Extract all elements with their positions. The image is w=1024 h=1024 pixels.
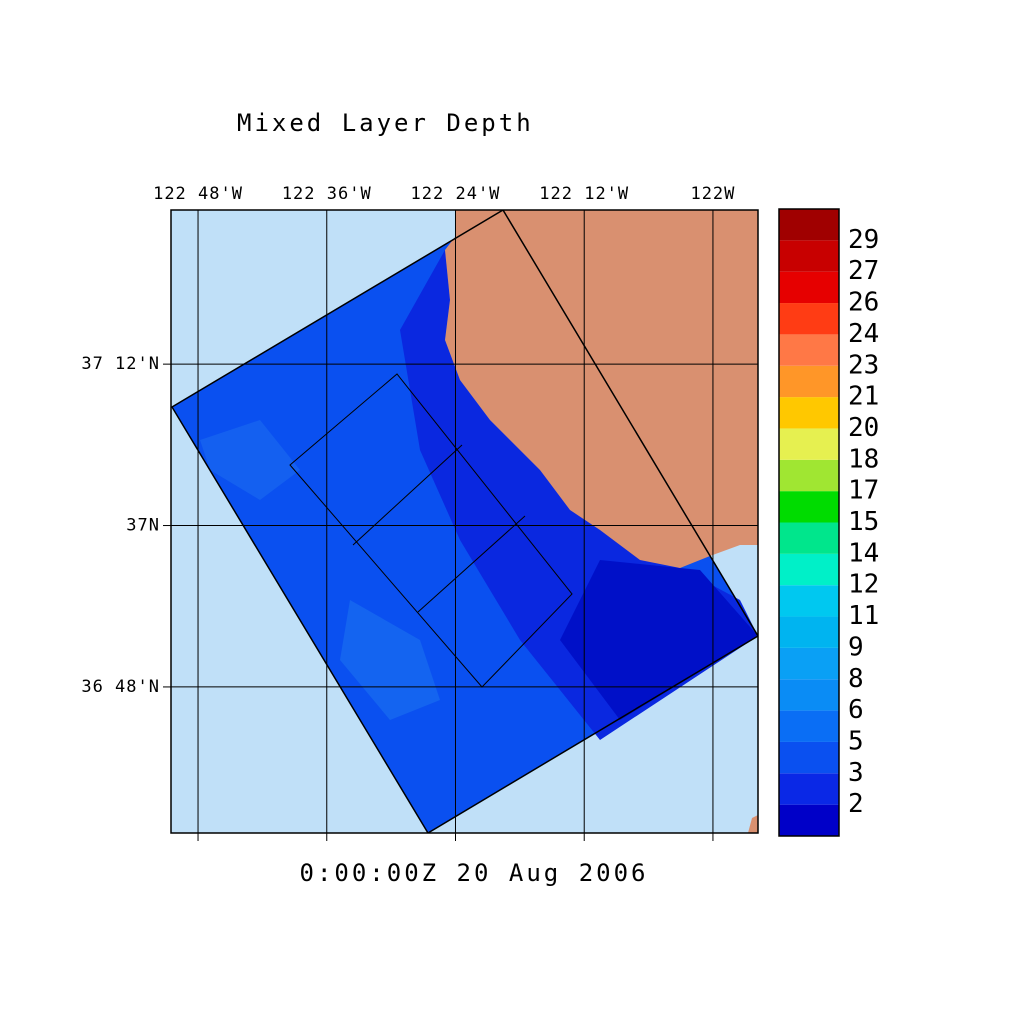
y-tick-label: 37N bbox=[126, 516, 160, 536]
colorbar-label: 27 bbox=[848, 256, 879, 286]
domain-outline bbox=[171, 210, 758, 833]
x-tick-label: 122 24'W bbox=[411, 184, 501, 204]
grid bbox=[171, 210, 758, 833]
shallow-region bbox=[560, 560, 758, 720]
deep-patch bbox=[340, 600, 440, 720]
colorbar-box bbox=[779, 585, 839, 617]
colorbar-box bbox=[779, 647, 839, 680]
colorbar-label: 26 bbox=[848, 288, 879, 318]
colorbar-label: 11 bbox=[848, 601, 879, 631]
colorbar-label: 21 bbox=[848, 382, 879, 412]
x-tick-label: 122W bbox=[690, 184, 735, 204]
colorbar-label: 8 bbox=[848, 664, 864, 694]
colorbar-box bbox=[779, 271, 839, 304]
nest-divider bbox=[352, 444, 463, 546]
colorbar-label: 14 bbox=[848, 538, 879, 568]
colorbar-label: 24 bbox=[848, 319, 879, 349]
colorbar-box bbox=[779, 616, 839, 648]
y-tick-label: 36 48'N bbox=[81, 677, 160, 697]
colorbar-box bbox=[779, 491, 839, 523]
colorbar-label: 3 bbox=[848, 758, 864, 788]
colorbar-label: 29 bbox=[848, 225, 879, 255]
colorbar-box bbox=[779, 240, 839, 272]
colorbar-box bbox=[779, 710, 839, 742]
colorbar-label: 6 bbox=[848, 695, 864, 725]
colorbar-box bbox=[779, 741, 839, 774]
colorbar-box bbox=[779, 303, 839, 335]
colorbar-label: 5 bbox=[848, 726, 864, 756]
time-label: 0:00:00Z 20 Aug 2006 bbox=[300, 859, 649, 887]
x-tick-label: 122 12'W bbox=[539, 184, 629, 204]
colorbar-box bbox=[779, 334, 839, 366]
nest-outline bbox=[289, 373, 573, 688]
colorbar-box bbox=[779, 804, 839, 836]
deep-patch bbox=[200, 420, 300, 500]
colorbar-label: 9 bbox=[848, 632, 864, 662]
land bbox=[445, 210, 758, 568]
colorbar-box bbox=[779, 773, 839, 805]
colorbar-label: 18 bbox=[848, 444, 879, 474]
colorbar-box bbox=[779, 365, 839, 398]
x-tick-label: 122 48'W bbox=[153, 184, 243, 204]
colorbar-label: 23 bbox=[848, 350, 879, 380]
map-area bbox=[171, 210, 758, 833]
plot-frame bbox=[170, 209, 759, 834]
colorbar-label: 17 bbox=[848, 476, 879, 506]
colorbar-box bbox=[779, 553, 839, 586]
nest-divider bbox=[417, 515, 526, 613]
colorbar-box bbox=[779, 428, 839, 460]
colorbar-label: 12 bbox=[848, 570, 879, 600]
colorbar-frame bbox=[778, 208, 840, 837]
colorbar-label: 15 bbox=[848, 507, 879, 537]
colorbar-box bbox=[779, 679, 839, 711]
colorbar-label: 20 bbox=[848, 413, 879, 443]
colorbar-box bbox=[779, 397, 839, 429]
y-tick-label: 37 12'N bbox=[81, 354, 160, 374]
x-tick-label: 122 36'W bbox=[282, 184, 372, 204]
colorbar-box bbox=[779, 209, 839, 241]
colorbar-box bbox=[779, 522, 839, 554]
land bbox=[748, 815, 758, 833]
title: Mixed Layer Depth bbox=[237, 109, 534, 137]
colorbar-label: 2 bbox=[848, 789, 864, 819]
colorbar-box bbox=[779, 459, 839, 492]
